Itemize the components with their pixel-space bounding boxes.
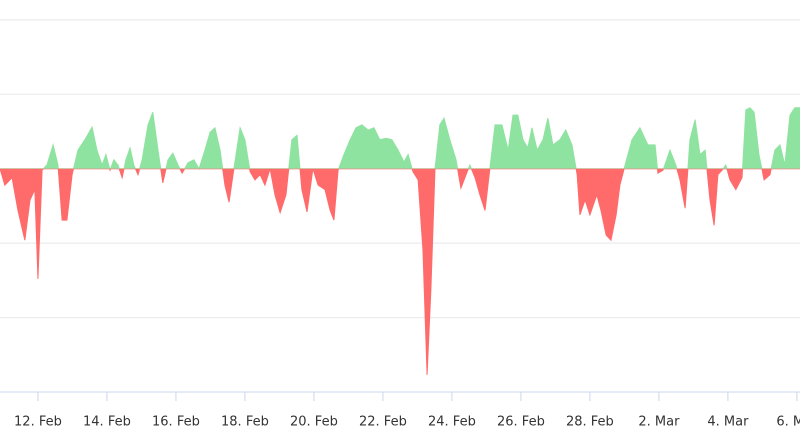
negative-area [0,168,800,375]
x-tick-label: 18. Feb [221,415,269,430]
x-tick-label: 20. Feb [290,415,338,430]
x-tick-label: 26. Feb [497,415,545,430]
x-tick-label: 12. Feb [14,415,62,430]
x-tick-label: 14. Feb [83,415,131,430]
positive-area [0,107,800,169]
x-tick-label: 28. Feb [566,415,614,430]
x-tick-label: 22. Feb [359,415,407,430]
x-tick-label: 4. Mar [707,415,749,430]
x-tick-label: 24. Feb [428,415,476,430]
x-tick-label: 6. Mar [776,415,800,430]
x-tick-label: 2. Mar [638,415,680,430]
x-tick-label: 16. Feb [152,415,200,430]
